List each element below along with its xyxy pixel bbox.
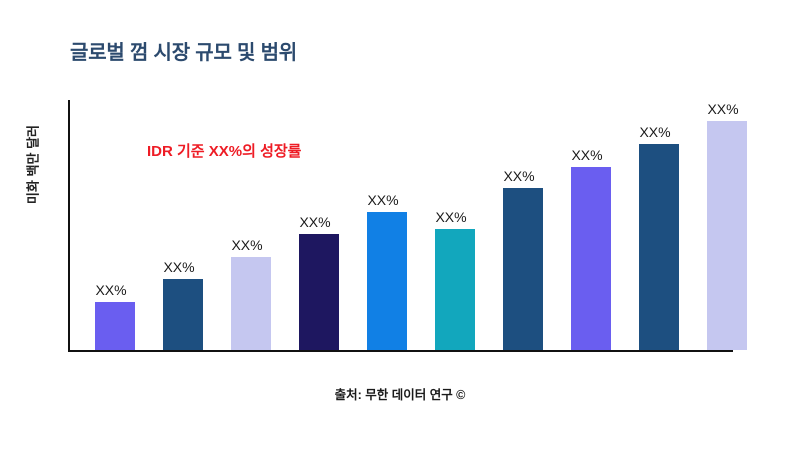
bar-value-label: XX%: [231, 237, 263, 253]
bar[interactable]: [231, 257, 271, 350]
bar-value-label: XX%: [435, 209, 467, 225]
bar[interactable]: [503, 188, 543, 350]
y-axis-label: 미화 백만 달러: [25, 125, 41, 204]
bar[interactable]: [367, 212, 407, 350]
bar-value-label: XX%: [163, 259, 195, 275]
bar-value-label: XX%: [571, 147, 603, 163]
bar[interactable]: [95, 302, 135, 350]
bar-value-label: XX%: [503, 168, 535, 184]
bar[interactable]: [571, 167, 611, 350]
plot-area: XX%XX%XX%XX%XX%XX%XX%XX%XX%XX% 202220232…: [68, 100, 800, 352]
bar-value-label: XX%: [707, 101, 739, 117]
bar[interactable]: [435, 229, 475, 350]
growth-rate-annotation: IDR 기준 XX%의 성장률: [147, 143, 302, 160]
bar[interactable]: [639, 144, 679, 350]
bar-value-label: XX%: [367, 192, 399, 208]
bar[interactable]: [163, 279, 203, 350]
bar-value-label: XX%: [639, 124, 671, 140]
source-note: 출처: 무한 데이터 연구 ©: [334, 388, 466, 402]
x-axis-line: [68, 350, 733, 352]
bar-value-label: XX%: [299, 214, 331, 230]
chart-title: 글로벌 껌 시장 규모 및 범위: [70, 42, 297, 64]
bar-value-label: XX%: [95, 282, 127, 298]
y-axis-line: [68, 100, 70, 352]
bar[interactable]: [299, 234, 339, 350]
bar[interactable]: [707, 121, 747, 350]
